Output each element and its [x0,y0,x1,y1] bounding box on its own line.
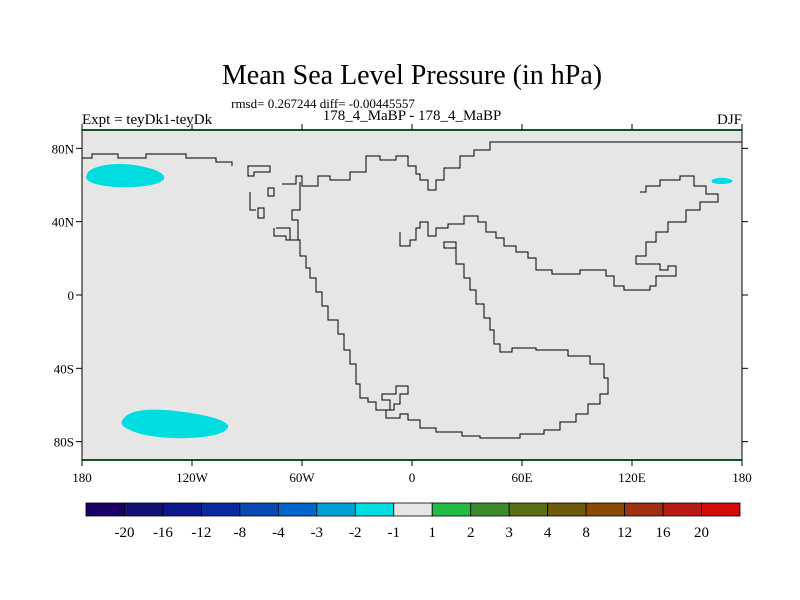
y-tick-label: 40N [52,215,75,230]
anomaly-south-pacific [121,409,229,439]
colorbar-swatch [393,502,433,517]
map-panel [81,129,743,461]
colorbar-swatch [277,502,318,517]
colorbar: -20 -16 -12 -8 -4 -3 -2 -1 1 2 3 4 8 12 16 20 [85,502,741,541]
coastline-americas [247,141,742,439]
colorbar-swatch [508,502,549,517]
x-tick-label: 120W [176,470,209,485]
y-tick-label: 80S [54,435,74,450]
x-tick-label: 180 [732,470,752,485]
colorbar-swatch [239,502,279,517]
coastlines [82,141,742,439]
colorbar-swatch [201,502,241,517]
colorbar-swatch [431,502,472,517]
colorbar-swatch [624,502,664,517]
colorbar-swatch [316,502,356,517]
x-axis-ticks: 180 120W 60W 0 60E 120E 180 [72,124,752,485]
y-tick-label: 40S [54,361,74,376]
colorbar-label: 20 [694,525,709,541]
anomaly-far-east [711,177,733,184]
colorbar-label: -20 [114,525,134,541]
chart-title: Mean Sea Level Pressure (in hPa) [222,60,602,91]
colorbar-swatch [85,502,125,517]
colorbar-swatch [701,502,741,517]
colorbar-label: -12 [191,525,211,541]
colorbar-label: -2 [349,525,362,541]
colorbar-label: 3 [505,525,513,541]
center-label: 178_4_MaBP - 178_4_MaBP [323,108,502,124]
x-tick-label: 0 [409,470,416,485]
anomaly-north-pacific [86,164,165,188]
y-tick-label: 80N [52,141,75,156]
colorbar-label: -16 [153,525,173,541]
x-tick-label: 60E [512,470,533,485]
colorbar-label: 2 [467,525,475,541]
right-label: DJF [717,112,742,128]
coastline-europe-asia [276,175,719,291]
colorbar-swatch [470,502,510,517]
colorbar-label: -3 [311,525,324,541]
colorbar-swatch [585,502,625,517]
colorbar-label: -8 [234,525,247,541]
colorbar-swatch [354,502,395,517]
stats-line: rmsd= 0.267244 diff= -0.00445557 [231,96,415,111]
colorbar-swatch [124,502,164,517]
x-tick-label: 180 [72,470,92,485]
colorbar-label: 8 [582,525,590,541]
colorbar-swatch [162,502,202,517]
y-tick-label: 0 [68,288,75,303]
colorbar-swatch [547,502,587,517]
y-axis-ticks: 80N 40N 0 40S 80S [52,141,748,450]
colorbar-label: 1 [428,525,436,541]
colorbar-label: 4 [544,525,552,541]
map-background [82,130,742,460]
colorbar-label: 16 [656,525,672,541]
colorbar-swatch [662,502,702,517]
x-tick-label: 60W [289,470,315,485]
left-label: Expt = teyDk1-teyDk [82,112,213,128]
coastline-arctic-west [82,153,233,166]
colorbar-label: 12 [617,525,632,541]
colorbar-label: -4 [272,525,285,541]
colorbar-label: -1 [388,525,401,541]
x-tick-label: 120E [618,470,646,485]
